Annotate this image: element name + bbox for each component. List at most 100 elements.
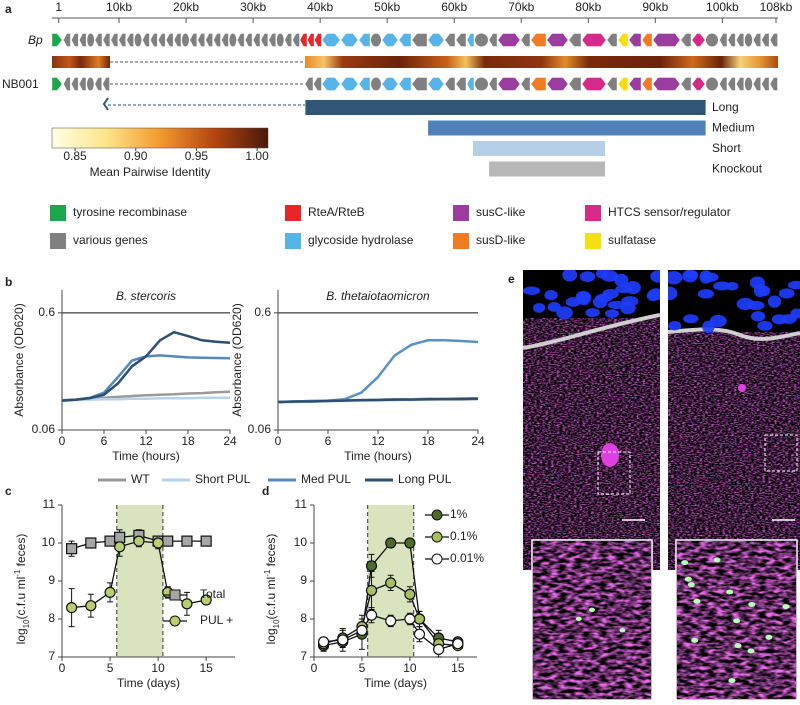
gene <box>237 33 245 47</box>
nucleus <box>750 311 766 322</box>
gene <box>71 33 79 47</box>
nucleus <box>607 300 626 310</box>
gene <box>761 77 770 91</box>
nucleus <box>615 284 633 294</box>
y-axis-title-part: feces) <box>264 534 278 570</box>
nucleus <box>565 297 581 307</box>
bacterium <box>684 576 692 582</box>
gene <box>719 77 728 91</box>
track-label: Bp <box>28 33 43 47</box>
ruler-label: 60kb <box>441 0 467 14</box>
marker <box>385 537 397 549</box>
gene <box>340 33 359 47</box>
cell-right <box>738 384 746 392</box>
gene <box>292 33 300 47</box>
gene <box>652 77 681 91</box>
ruler-label: 100kb <box>706 0 739 14</box>
ruler-label: 30kb <box>240 0 266 14</box>
gene <box>444 77 456 91</box>
gene <box>727 33 736 47</box>
mucus-right <box>668 332 800 570</box>
bacterium <box>713 557 721 563</box>
bacterium <box>782 604 790 610</box>
region-bar <box>428 120 706 136</box>
gene <box>530 33 547 47</box>
zoom-box-right <box>764 434 798 472</box>
gene <box>691 77 706 91</box>
gene <box>475 33 488 47</box>
x-tick-label: 0 <box>275 434 282 448</box>
bacterium <box>726 589 734 595</box>
bacterium <box>619 628 626 633</box>
gene <box>142 33 150 47</box>
bacterium <box>687 582 695 588</box>
legend-swatch <box>453 205 469 221</box>
marker <box>133 535 145 547</box>
gene <box>727 77 736 91</box>
nucleus <box>668 286 678 301</box>
gene <box>299 33 308 47</box>
marker <box>404 613 416 625</box>
ruler-label: 90kb <box>642 0 668 14</box>
gene <box>769 33 778 47</box>
gene <box>126 33 134 47</box>
gene <box>581 33 607 47</box>
marker <box>152 537 164 549</box>
colorbar-label: 0.95 <box>185 149 209 163</box>
gene <box>244 33 253 47</box>
gene <box>87 33 95 47</box>
legend-label: Total <box>200 587 225 601</box>
y-axis-title: Absorbance (OD620) <box>12 303 26 416</box>
y-tick-label: 0.06 <box>248 422 272 436</box>
gene <box>284 33 292 47</box>
nuclei-group <box>523 270 660 320</box>
region-bar <box>305 100 706 115</box>
gene <box>313 77 322 91</box>
marker <box>114 531 126 543</box>
legend-label: HTCS sensor/regulator <box>608 205 731 219</box>
gene <box>736 77 744 91</box>
x-tick-label: 12 <box>139 434 153 448</box>
gene <box>568 77 582 91</box>
gene <box>158 33 166 47</box>
ruler-label: 40kb <box>307 0 333 14</box>
nuclei <box>523 270 800 334</box>
x-tick-label: 12 <box>371 434 385 448</box>
legend-label: glycoside hydrolase <box>308 233 414 247</box>
series-line <box>277 397 479 404</box>
nucleus <box>648 288 660 301</box>
nuclei-group <box>668 270 800 334</box>
nucleus <box>778 288 795 299</box>
legend-label: RteA/RteB <box>308 205 365 219</box>
legend-label: Short PUL <box>195 472 251 486</box>
bacterium <box>733 618 741 624</box>
x-tick-label: 0 <box>59 661 66 675</box>
gene <box>617 33 629 47</box>
gene <box>546 77 569 91</box>
gene <box>680 77 692 91</box>
y-axis-title-part: log <box>264 628 278 644</box>
panel-label: b <box>5 275 12 289</box>
bacterium <box>728 678 736 684</box>
gene <box>371 77 381 91</box>
y-tick-label: 11 <box>295 497 308 511</box>
gene <box>444 33 456 47</box>
gene <box>314 33 322 47</box>
nucleus <box>787 280 800 290</box>
y-tick-label: 7 <box>48 649 55 663</box>
gene <box>691 33 706 47</box>
legend-marker <box>169 615 181 627</box>
bacterium <box>691 637 699 643</box>
ruler-label: 10kb <box>106 0 132 14</box>
x-tick-label: 6 <box>325 434 332 448</box>
gene <box>530 77 547 91</box>
gene <box>205 33 213 47</box>
legend-swatch <box>50 233 66 249</box>
gene <box>581 77 607 91</box>
gene <box>381 77 399 91</box>
y-axis-title-part: 10 <box>22 619 31 628</box>
x-tick-label: 18 <box>181 434 195 448</box>
x-tick-label: 15 <box>451 661 465 675</box>
gene <box>398 33 412 47</box>
gene <box>497 77 521 91</box>
